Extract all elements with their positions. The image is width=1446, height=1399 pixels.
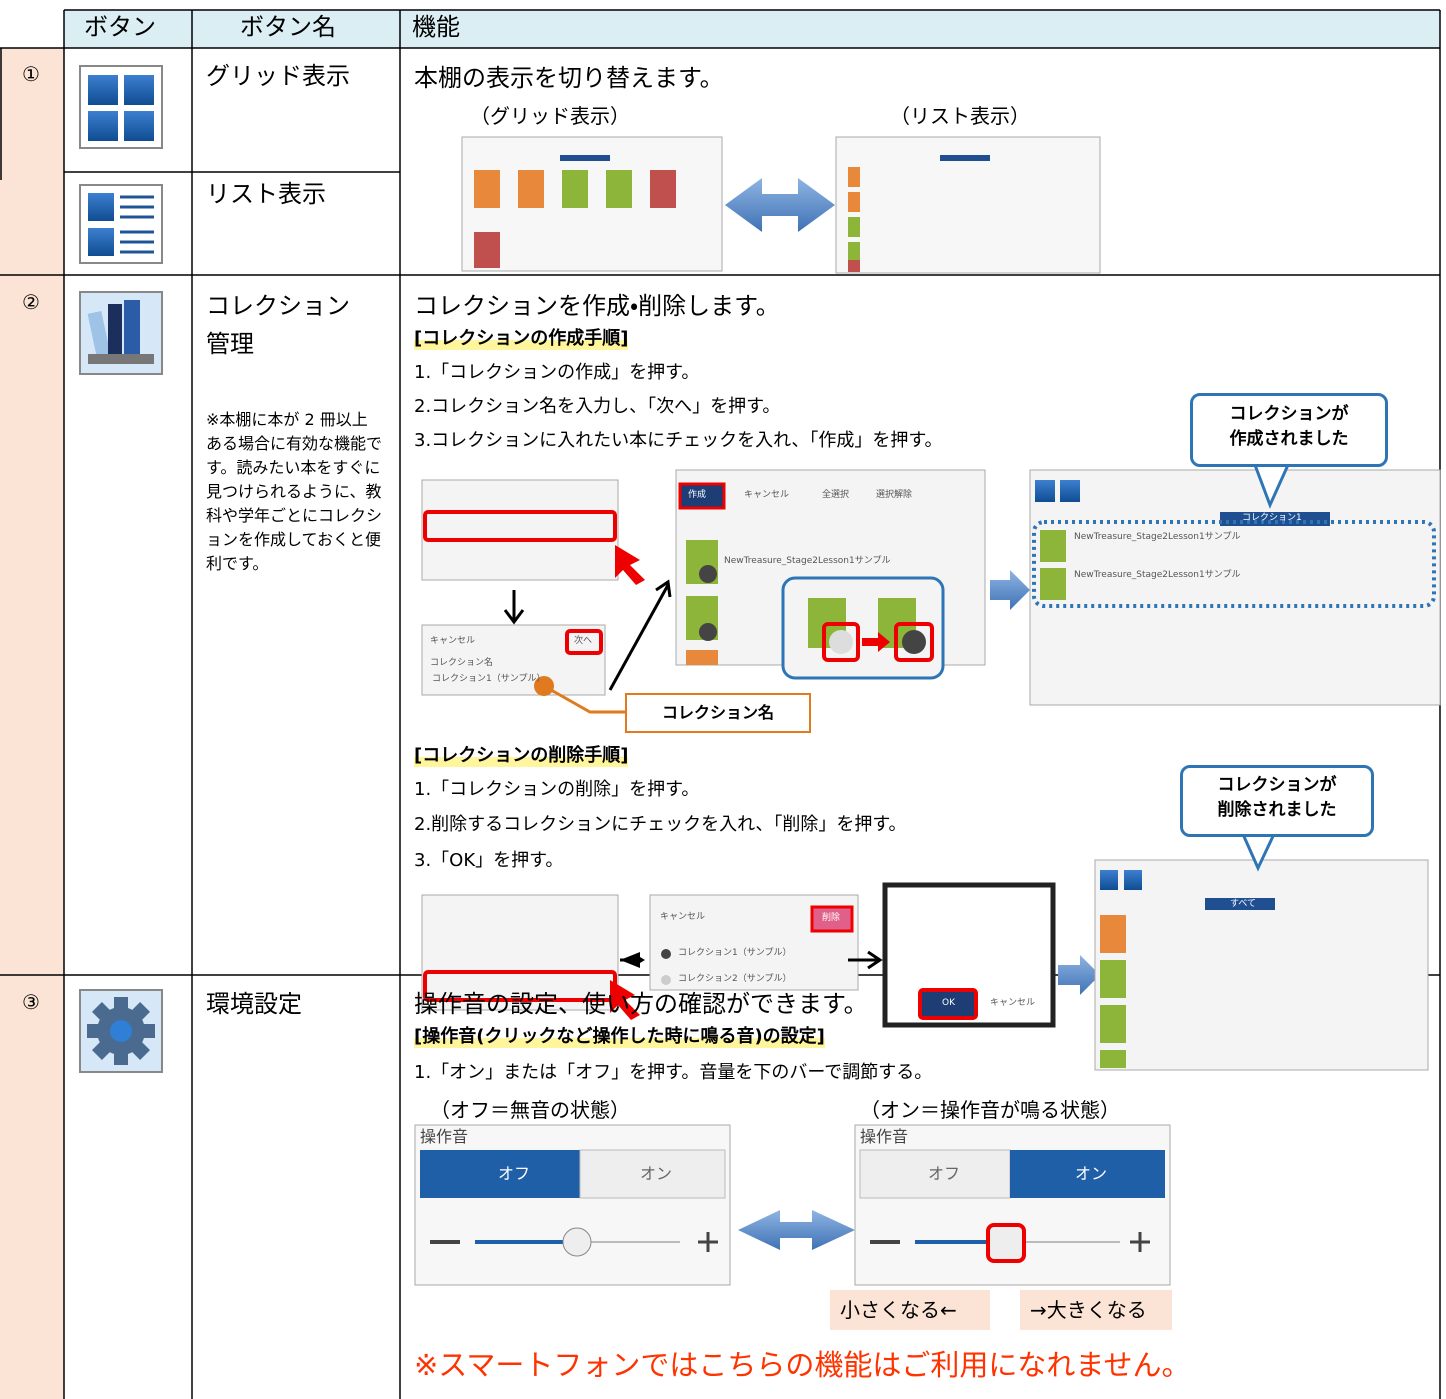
step: 1.「オン」または「オフ」を押す。音量を下のバーで調節する。 — [414, 1062, 933, 1083]
screen-text: コレクション1（サンプル） — [432, 674, 546, 684]
header-button: ボタン — [84, 13, 156, 41]
step: 3.「OK」を押す。 — [414, 850, 564, 871]
section-heading: [コレクションの削除手順] — [414, 745, 629, 767]
panel-button: オフ — [498, 1164, 531, 1183]
header-function: 機能 — [412, 13, 460, 41]
caption: （リスト表示） — [890, 104, 1030, 128]
step: 2.コレクション名を入力し、「次へ」を押す。 — [414, 396, 781, 417]
description: コレクションを作成・削除します。 — [414, 292, 780, 320]
screen-text: コレクション1（サンプル） — [678, 948, 792, 958]
screen-text: NewTreasure_Stage2Lesson1サンプル — [1074, 532, 1241, 542]
screen-text: コレクション1 — [1242, 513, 1302, 523]
row-number: ③ — [22, 990, 40, 1014]
callout: コレクションが 作成されました — [1190, 393, 1388, 467]
step: 1.「コレクションの作成」を押す。 — [414, 362, 700, 383]
step: 2.削除するコレクションにチェックを入れ、「削除」を押す。 — [414, 814, 907, 835]
panel-button: オン — [1075, 1164, 1108, 1183]
button-name: コレクション — [206, 292, 350, 320]
row-number: ① — [22, 62, 40, 86]
header-name: ボタン名 — [240, 13, 336, 41]
step: 1.「コレクションの削除」を押す。 — [414, 779, 700, 800]
caption: （オフ＝無音の状態） — [430, 1098, 630, 1122]
warning: ※スマートフォンではこちらの機能はご利用になれません。 — [414, 1348, 1191, 1382]
volume-label: 小さくなる← — [840, 1298, 957, 1322]
note: ※本棚に本が 2 冊以上ある場合に有効な機能です。読みたい本をすぐに見つけられる… — [206, 410, 383, 573]
screen-text: NewTreasure_Stage2Lesson1サンプル — [724, 556, 891, 566]
panel-title: 操作音 — [420, 1127, 469, 1146]
volume-label: →大きくなる — [1030, 1298, 1147, 1322]
screen-text: OK — [942, 998, 955, 1008]
screen-text: 削除 — [822, 913, 841, 923]
description: 操作音の設定、使い方の確認ができます。 — [414, 990, 868, 1018]
panel-title: 操作音 — [860, 1127, 909, 1146]
callout-line: コレクションが — [1217, 775, 1337, 795]
panel-button: オン — [640, 1164, 673, 1183]
section-heading: [操作音(クリックなど操作した時に鳴る音)の設定] — [414, 1026, 825, 1048]
screen-text: NewTreasure_Stage2Lesson1サンプル — [1074, 570, 1241, 580]
screen-text: キャンセル — [430, 636, 476, 646]
button-name: 管理 — [206, 330, 254, 358]
button-name: リスト表示 — [206, 180, 326, 208]
panel-button: オフ — [928, 1164, 961, 1183]
caption: （グリッド表示） — [470, 104, 630, 128]
screen-text: 選択解除 — [876, 490, 913, 500]
description: 本棚の表示を切り替えます。 — [414, 64, 724, 92]
section-heading: [コレクションの作成手順] — [414, 328, 629, 350]
screen-text: 作成 — [688, 490, 707, 500]
screen-text: 全選択 — [822, 490, 850, 500]
button-name: 環境設定 — [206, 990, 302, 1018]
callout-line: コレクションが — [1229, 404, 1349, 424]
callout-line: 削除されました — [1217, 799, 1337, 820]
caption: （オン＝操作音が鳴る状態） — [860, 1098, 1120, 1122]
screen-text: コレクション名 — [430, 658, 494, 668]
button-name: グリッド表示 — [206, 62, 350, 90]
row-number: ② — [22, 290, 40, 314]
name-label: コレクション名 — [625, 693, 811, 733]
screen-text: コレクション2（サンプル） — [678, 974, 792, 984]
screen-text: キャンセル — [990, 998, 1036, 1008]
callout-line: 作成されました — [1229, 428, 1349, 449]
screen-text: 次へ — [574, 636, 593, 646]
screen-text: キャンセル — [660, 912, 706, 922]
screen-text: キャンセル — [744, 490, 790, 500]
callout: コレクションが 削除されました — [1180, 765, 1374, 837]
step: 3.コレクションに入れたい本にチェックを入れ、「作成」を押す。 — [414, 430, 943, 451]
screen-text: すべて — [1230, 899, 1257, 909]
